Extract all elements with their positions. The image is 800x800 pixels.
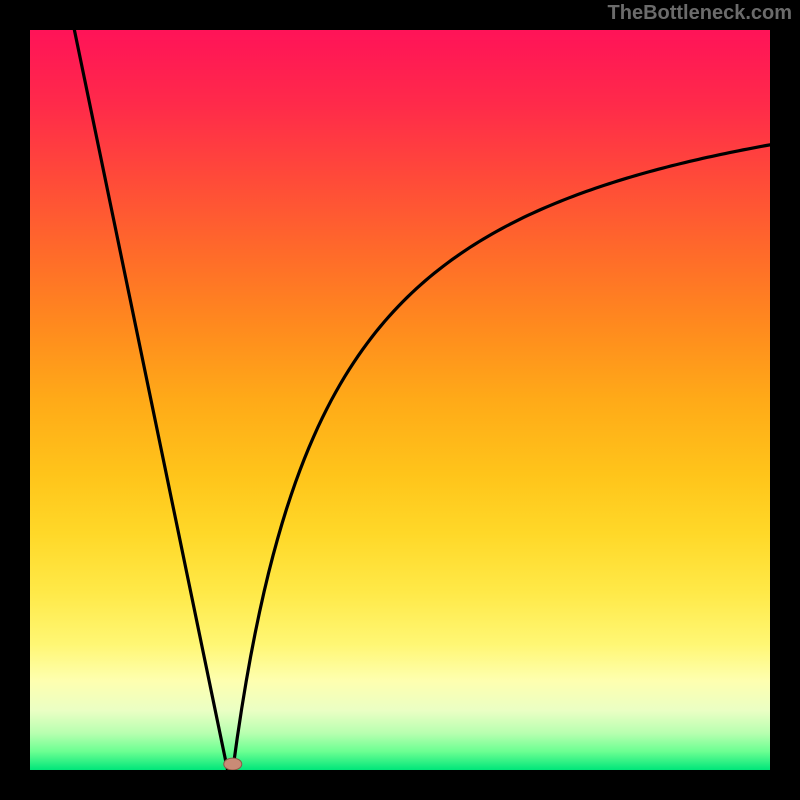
curve-layer — [30, 30, 770, 770]
chart-container: TheBottleneck.com — [0, 0, 800, 800]
plot-area — [30, 30, 770, 770]
bottleneck-curve — [74, 30, 770, 770]
min-marker — [224, 758, 242, 770]
watermark-text: TheBottleneck.com — [608, 2, 792, 25]
